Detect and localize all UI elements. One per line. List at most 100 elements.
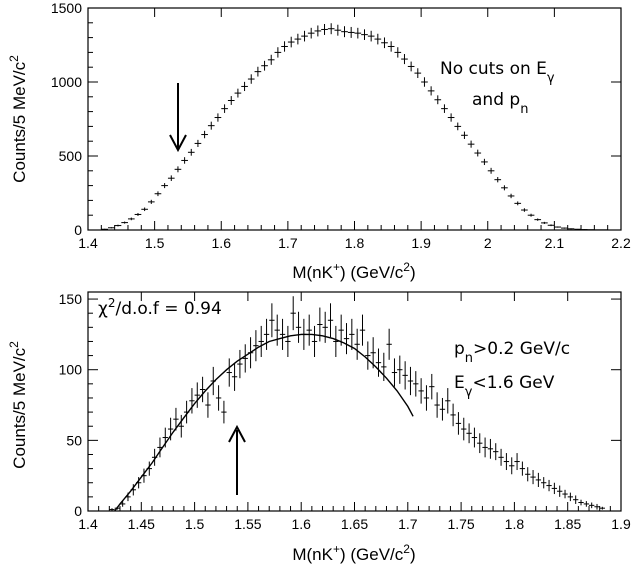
bottom-x-tick-label: 1.7 (398, 516, 418, 532)
top-data-point (574, 228, 582, 230)
top-arrow (169, 83, 187, 153)
bottom-data-point (397, 355, 403, 384)
top-data-point (521, 208, 528, 212)
top-x-tick-label: 2.2 (611, 235, 631, 251)
top-data-point (541, 221, 548, 224)
top-x-tick-label: 1.6 (212, 235, 232, 251)
top-data-point (554, 226, 562, 228)
top-data-point (481, 158, 488, 166)
bottom-data-point (407, 366, 414, 396)
top-data-point (187, 148, 195, 156)
bottom-data-point (429, 373, 435, 400)
bottom-data-point (173, 407, 179, 431)
bottom-data-point (237, 349, 243, 379)
bottom-x-tick-label: 1.4 (78, 516, 98, 532)
top-data-point (281, 41, 288, 52)
top-data-point (127, 217, 135, 221)
bottom-data-point (386, 328, 392, 360)
top-x-tick-label: 1.8 (345, 235, 365, 251)
bottom-data-point (477, 433, 483, 454)
bottom-egamma-annotation: Eγ<1.6 GeV (454, 373, 555, 400)
bottom-data-point (434, 392, 440, 418)
bottom-data-point (231, 362, 238, 391)
bottom-data-point (519, 461, 526, 476)
top-y-axis-title: Counts/5 MeV/c2 (7, 55, 29, 183)
bottom-data-point (269, 303, 275, 338)
top-data-point (347, 26, 355, 38)
bottom-data-point (359, 314, 366, 346)
top-data-point (174, 166, 182, 173)
top-data-point (461, 131, 468, 139)
top-data-point (427, 86, 435, 96)
bottom-data-point (274, 314, 280, 346)
bottom-data-point (567, 492, 574, 502)
bottom-data-point (471, 427, 478, 448)
bottom-data-point (215, 385, 222, 411)
bottom-data-point (530, 470, 536, 485)
bottom-data-point (423, 385, 430, 411)
top-data-point (274, 47, 282, 58)
top-data-point (121, 221, 128, 224)
bottom-data-point (370, 337, 376, 369)
bottom-data-point (343, 323, 350, 355)
bottom-data-point (450, 403, 456, 427)
bottom-data-point (599, 506, 606, 510)
bottom-data-point (253, 330, 259, 362)
bottom-data-point (509, 457, 515, 475)
bottom-data-point (242, 344, 248, 373)
bottom-data-point (205, 392, 211, 418)
top-data-point (114, 224, 122, 227)
bottom-data-point (338, 314, 344, 346)
top-data-point (394, 47, 402, 58)
bottom-panel: 1.4 1.45 1.5 1.55 1.6 1.65 1.7 1.75 1.8 1.85 1.9 0 5… (7, 291, 631, 564)
bottom-pn-annotation: pn>0.2 GeV/c (454, 339, 570, 366)
bottom-x-tick-label: 1.75 (447, 516, 474, 532)
bottom-data-point (562, 489, 568, 499)
bottom-data-point (557, 485, 563, 497)
top-data-point (141, 207, 148, 212)
bottom-data-point (322, 311, 328, 343)
bottom-x-tick-label: 1.45 (128, 516, 155, 532)
top-data-point (534, 218, 542, 221)
top-data-point (221, 104, 228, 113)
top-data-point (294, 33, 302, 45)
bottom-x-tick-label: 1.65 (341, 516, 368, 532)
top-data-point (134, 212, 142, 216)
top-data-point (494, 177, 502, 183)
bottom-data-point (157, 437, 163, 458)
top-data-point (181, 157, 188, 164)
top-data-point (107, 227, 115, 229)
bottom-data-point (258, 325, 264, 357)
top-data-point (407, 61, 415, 72)
top-data-point (507, 193, 515, 199)
top-data-point (214, 113, 222, 122)
bottom-data-point (455, 412, 462, 435)
top-data-point (354, 27, 362, 39)
bottom-data-point (194, 382, 200, 408)
top-data-point (154, 191, 162, 197)
bottom-data-point (583, 501, 590, 507)
bottom-data-point (349, 318, 355, 350)
top-data-point (441, 104, 448, 113)
bottom-data-point (413, 371, 419, 397)
top-data-point (227, 96, 235, 105)
top-data-point (421, 77, 428, 87)
bottom-data-point (573, 495, 579, 504)
top-data-point (501, 185, 508, 191)
bottom-data-point (333, 325, 339, 357)
top-x-tick-label: 1.9 (411, 235, 431, 251)
bottom-data-point (546, 479, 552, 492)
bottom-data-point (445, 388, 451, 414)
top-data-point (147, 199, 155, 204)
top-axis-ticks: 1.4 1.5 1.6 1.7 1.8 1.9 2 2.1 2.2 0 500 1000 1500 (51, 0, 631, 251)
bottom-x-tick-label: 1.55 (234, 516, 261, 532)
bottom-data-point (439, 397, 446, 421)
bottom-data-points (109, 296, 606, 511)
top-data-point (381, 37, 388, 49)
bottom-data-point (461, 417, 467, 441)
bottom-data-point (279, 318, 286, 350)
top-data-point (367, 30, 375, 42)
top-data-point (261, 60, 268, 71)
top-data-point (207, 121, 215, 130)
top-data-point (287, 36, 295, 48)
